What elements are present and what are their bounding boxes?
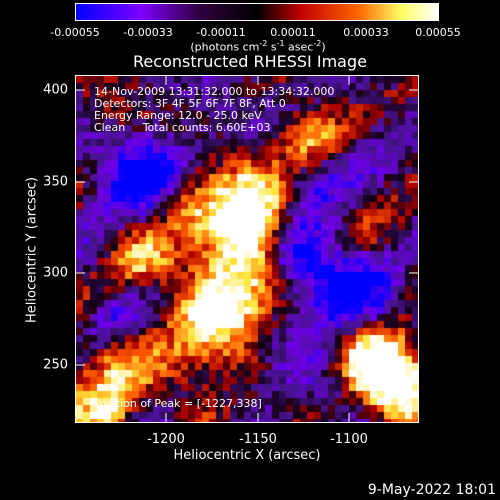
colorbar-gradient [76,4,438,20]
y-tick-label: 300 [43,265,68,281]
plot-frame [75,75,419,423]
annotation-time: 14-Nov-2009 13:31:32.000 to 13:34:32.000 [94,85,335,98]
annotation-energy: Energy Range: 12.0 - 25.0 keV [94,109,262,122]
colorbar-tick: -0.00011 [196,26,246,39]
x-tick-label: -1150 [239,432,277,447]
colorbar-unit-label: (photons cm-2 s-1 asec-2) [190,39,326,54]
colorbar-tick: 0.00055 [415,26,461,39]
heatmap-image [76,76,418,422]
peak-position-label: Position of Peak = [-1227,338] [94,397,262,410]
colorbar-tick: 0.00011 [270,26,316,39]
colorbar-tick: -0.00033 [123,26,173,39]
colorbar-tick: -0.00055 [50,26,100,39]
y-tick-label: 400 [43,82,68,98]
x-tick-label: -1100 [330,432,368,447]
y-axis-label: Heliocentric Y (arcsec) [24,177,40,323]
x-axis-label: Heliocentric X (arcsec) [173,448,321,463]
colorbar-tick: 0.00033 [343,26,389,39]
footer-date: 9-May-2022 18:01 [367,482,496,498]
x-tick-label: -1200 [147,432,185,447]
colorbar [75,3,439,21]
y-tick-label: 250 [43,357,68,373]
chart-title: Reconstructed RHESSI Image [133,52,367,71]
annotation-counts: Clean Total counts: 6.60E+03 [94,121,271,134]
y-tick-label: 350 [43,174,68,190]
annotation-detectors: Detectors: 3F 4F 5F 6F 7F 8F, Att 0 [94,97,286,110]
